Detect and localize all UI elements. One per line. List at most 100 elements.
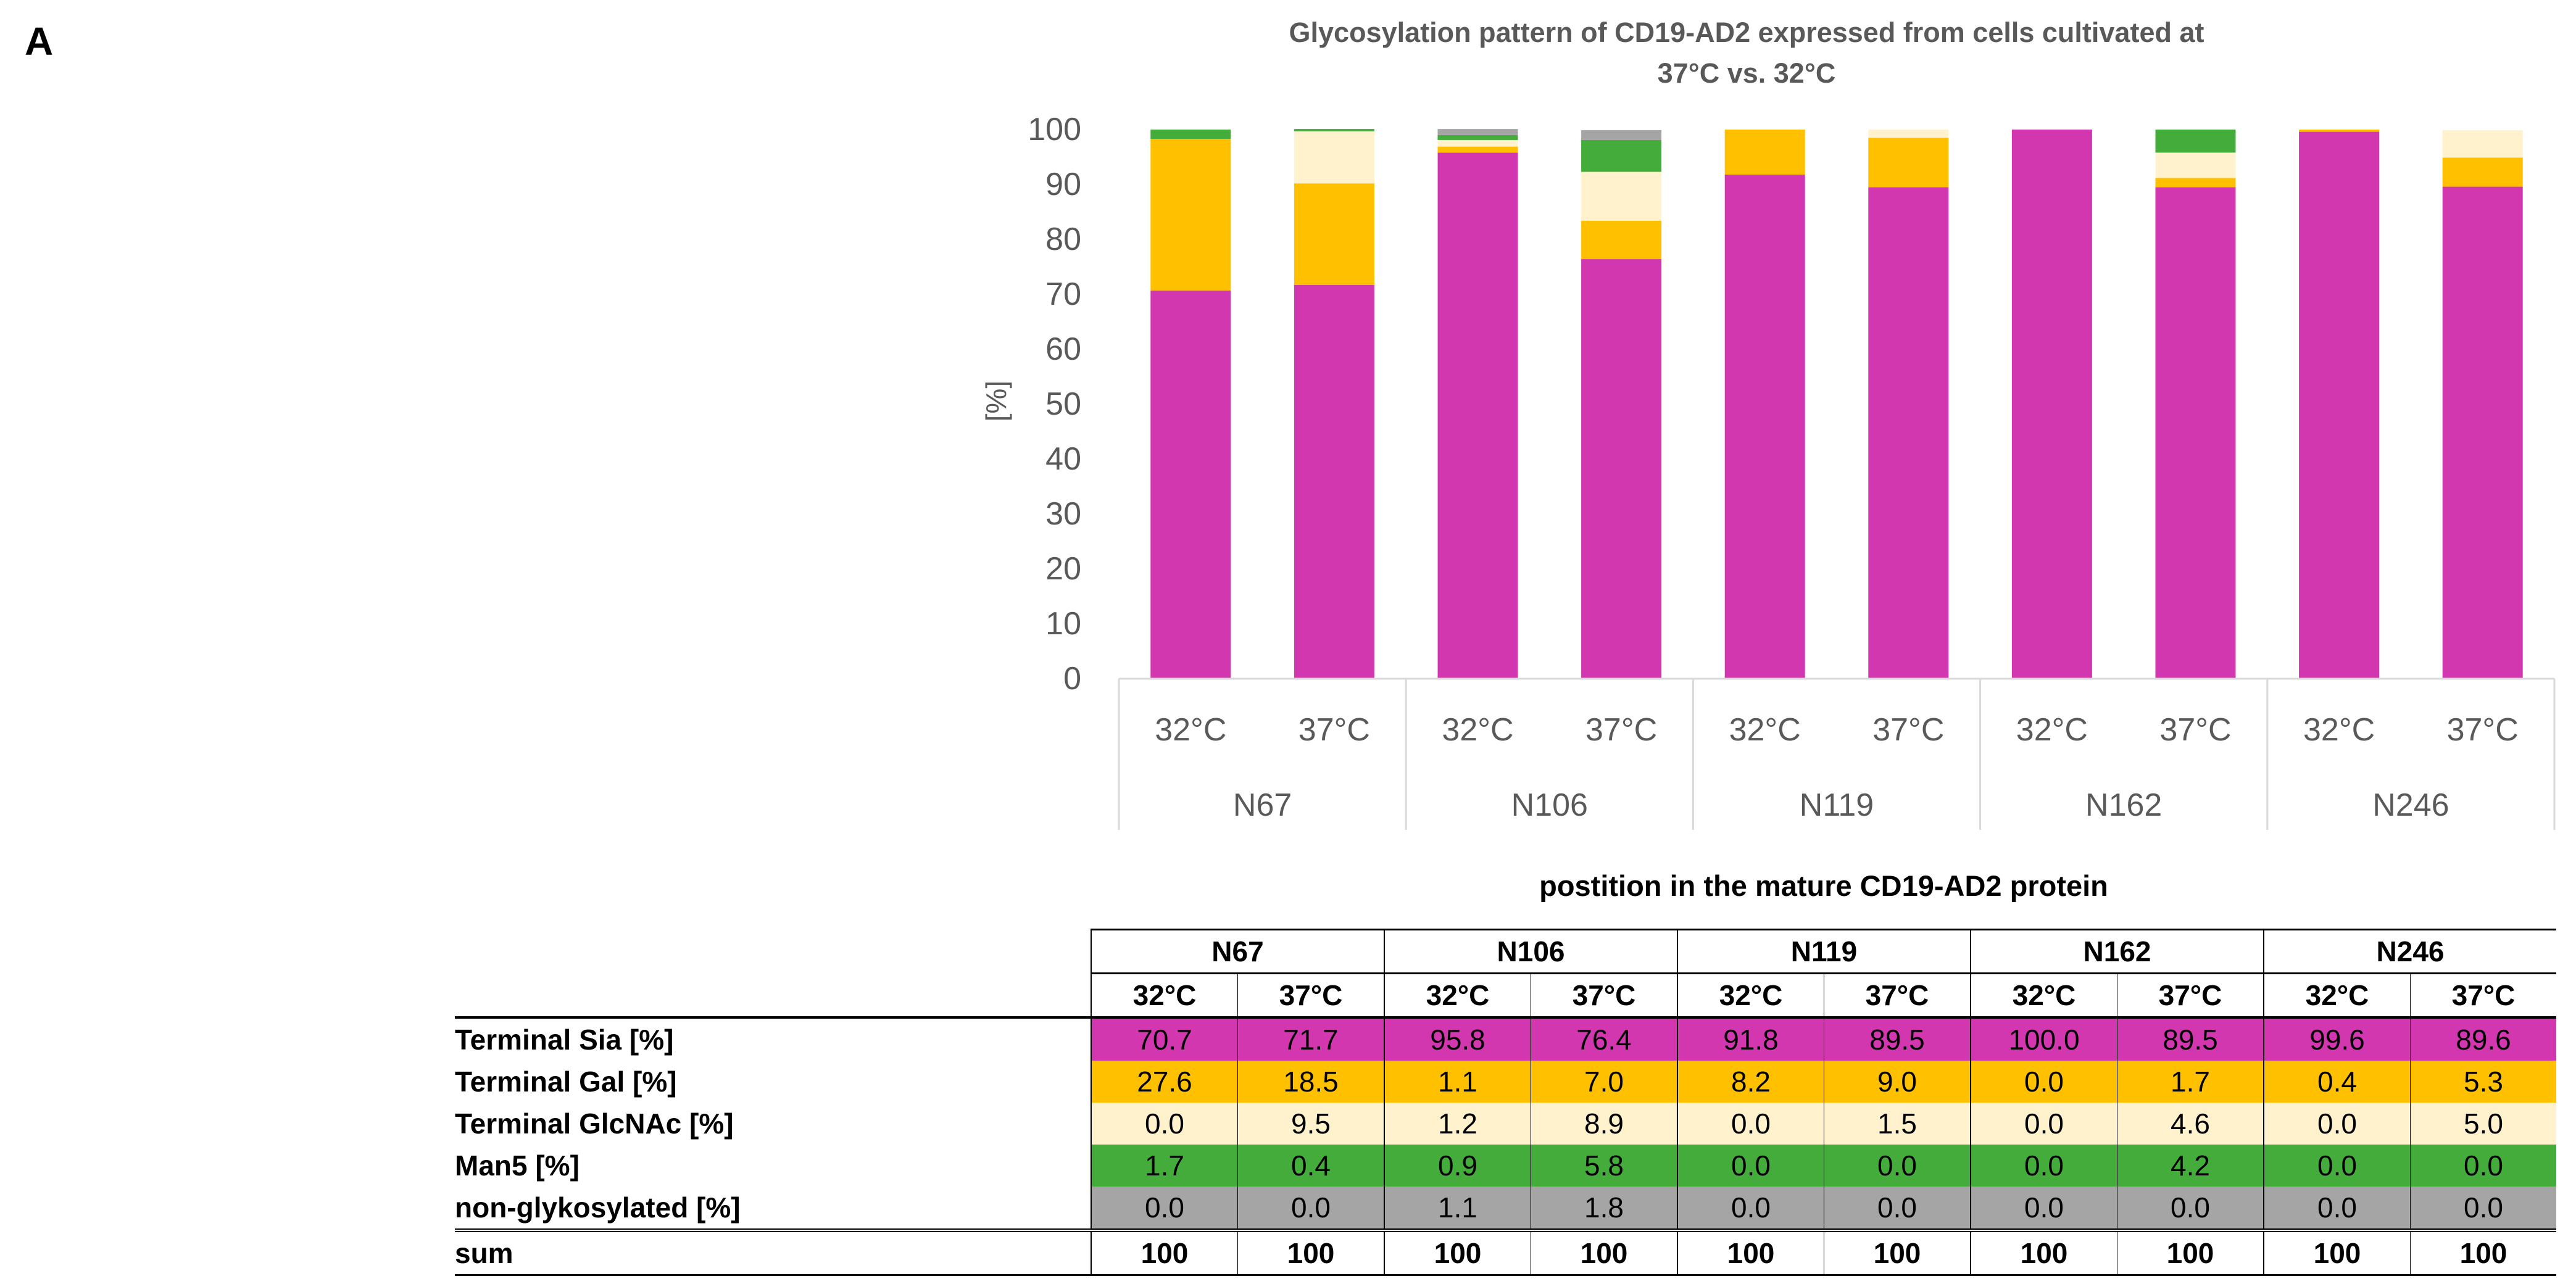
- x-group-label: N106: [1511, 787, 1588, 823]
- x-group-label: N246: [2372, 787, 2449, 823]
- table-cell: 1.1: [1384, 1187, 1531, 1232]
- bar-segment-1-1: [1294, 183, 1374, 285]
- condition-header: 32°C: [2263, 973, 2411, 1019]
- x-tick-label: 32°C: [2016, 712, 2088, 748]
- table-cell: 9.5: [1237, 1103, 1384, 1145]
- condition-header: 37°C: [1824, 973, 1971, 1019]
- table-cell: 4.6: [2117, 1103, 2264, 1145]
- bar-segment-3-3: [1581, 139, 1662, 172]
- sum-cell: 100: [1384, 1230, 1531, 1276]
- bar-segment-0-5: [1868, 187, 1949, 679]
- y-axis-label: [%]: [980, 381, 1012, 421]
- table-cell: 0.0: [1970, 1187, 2117, 1232]
- table-cell: 9.0: [1824, 1061, 1971, 1103]
- condition-header: 32°C: [1970, 973, 2117, 1019]
- table-cell: 95.8: [1384, 1017, 1531, 1061]
- table-cell: 4.2: [2117, 1145, 2264, 1187]
- bar-segment-2-9: [2442, 130, 2523, 158]
- table-cell: 0.0: [1677, 1103, 1824, 1145]
- x-tick-label: 32°C: [1442, 712, 1513, 748]
- sum-cell: 100: [1237, 1230, 1384, 1276]
- sum-cell: 100: [2410, 1230, 2556, 1276]
- bar-segment-2-1: [1294, 131, 1374, 184]
- table-cell: 0.0: [1237, 1187, 1384, 1232]
- table-cell: 91.8: [1677, 1017, 1824, 1061]
- bar-segment-0-8: [2299, 131, 2380, 679]
- bar-segment-1-0: [1150, 139, 1231, 291]
- table-cell: 1.5: [1824, 1103, 1971, 1145]
- sum-cell: 100: [2263, 1230, 2411, 1276]
- y-tick-label: 60: [1045, 331, 1081, 367]
- condition-header: 32°C: [1677, 973, 1824, 1019]
- bar-segment-3-1: [1294, 129, 1374, 131]
- sum-row: sum 100 100 100 100 100 100 100 100 100 100: [455, 1230, 2556, 1276]
- group-header-n162: N162: [1970, 929, 2264, 974]
- table-corner: [455, 930, 1091, 974]
- bar-segment-3-0: [1150, 130, 1231, 139]
- bar-segment-0-9: [2442, 186, 2523, 679]
- x-group-label: N162: [2085, 787, 2162, 823]
- table-cell: 1.7: [2117, 1061, 2264, 1103]
- bar-segment-0-7: [2155, 187, 2236, 679]
- y-tick-label: 30: [1045, 496, 1081, 532]
- condition-header: 32°C: [1091, 973, 1238, 1019]
- sum-label: sum: [455, 1230, 1091, 1276]
- table-cell: 0.0: [1970, 1103, 2117, 1145]
- table-cell: 76.4: [1531, 1017, 1677, 1061]
- x-tick-label: 37°C: [1872, 712, 1944, 748]
- table-row: Terminal GlcNAc [%] 0.0 9.5 1.2 8.9 0.0 1.5 0.0…: [455, 1103, 2556, 1145]
- chart-title-line-2: 37°C vs. 32°C: [1658, 57, 1836, 89]
- table-cell: 70.7: [1091, 1017, 1238, 1061]
- table-cell: 0.0: [1824, 1187, 1971, 1232]
- bar-segment-4-2: [1437, 129, 1518, 135]
- table-cell: 0.0: [1091, 1187, 1238, 1232]
- table-cell: 71.7: [1237, 1017, 1384, 1061]
- table-cell: 0.4: [2263, 1061, 2411, 1103]
- bar-segment-2-5: [1868, 130, 1949, 138]
- table-row: Terminal Gal [%] 27.6 18.5 1.1 7.0 8.2 9.0 0.0 1…: [455, 1061, 2556, 1103]
- table-row: Man5 [%] 1.7 0.4 0.9 5.8 0.0 0.0 0.0 4.2 0.0 0.0: [455, 1145, 2556, 1187]
- table-cell: 1.8: [1531, 1187, 1677, 1232]
- table-cell: 8.2: [1677, 1061, 1824, 1103]
- bar-segment-2-2: [1437, 139, 1518, 147]
- group-header-n67: N67: [1091, 929, 1384, 974]
- table-cell: 27.6: [1091, 1061, 1238, 1103]
- bar-segment-2-7: [2155, 152, 2236, 178]
- panel-label: A: [25, 19, 54, 64]
- stacked-bar-chart: Glycosylation pattern of CD19-AD2 expres…: [980, 17, 2556, 830]
- table-cell: 5.8: [1531, 1145, 1677, 1187]
- sum-cell: 100: [1970, 1230, 2117, 1276]
- table-cell: 99.6: [2263, 1017, 2411, 1061]
- table-cell: 5.0: [2410, 1103, 2556, 1145]
- sum-cell: 100: [1091, 1230, 1238, 1276]
- y-tick-label: 90: [1045, 167, 1081, 202]
- x-group-label: N119: [1800, 787, 1874, 823]
- y-tick-label: 10: [1045, 606, 1081, 642]
- data-table: N67 N106 N119 N162 N246 32°C 37°C 32°C 3…: [455, 929, 2556, 1276]
- bar-segment-0-0: [1150, 290, 1231, 679]
- bar-segment-0-2: [1437, 152, 1518, 679]
- table-cell: 8.9: [1531, 1103, 1677, 1145]
- x-tick-label: 37°C: [2159, 712, 2231, 748]
- bar-segment-1-7: [2155, 178, 2236, 188]
- bar-segment-1-2: [1437, 146, 1518, 153]
- x-tick-label: 37°C: [1585, 712, 1657, 748]
- y-tick-label: 80: [1045, 222, 1081, 257]
- table-cell: 89.5: [2117, 1017, 2264, 1061]
- table-condition-header-row: 32°C 37°C 32°C 37°C 32°C 37°C 32°C 37°C …: [455, 973, 2556, 1019]
- x-group-label: N67: [1233, 787, 1292, 823]
- bar-segment-1-3: [1581, 220, 1662, 260]
- sum-cell: 100: [1531, 1230, 1677, 1276]
- table-cell: 7.0: [1531, 1061, 1677, 1103]
- table-cell: 5.3: [2410, 1061, 2556, 1103]
- table-cell: 0.0: [1970, 1145, 2117, 1187]
- bar-segment-2-3: [1581, 172, 1662, 221]
- condition-header: 37°C: [1237, 973, 1384, 1019]
- table-row: non-glykosylated [%] 0.0 0.0 1.1 1.8 0.0 0.0 0.…: [455, 1187, 2556, 1232]
- row-label: Man5 [%]: [455, 1149, 580, 1182]
- condition-header: 37°C: [1531, 973, 1677, 1019]
- row-label: Terminal Gal [%]: [455, 1066, 677, 1098]
- bar-segment-0-1: [1294, 284, 1374, 679]
- table-cell: 1.2: [1384, 1103, 1531, 1145]
- chart-title-line-1: Glycosylation pattern of CD19-AD2 expres…: [1289, 17, 2204, 48]
